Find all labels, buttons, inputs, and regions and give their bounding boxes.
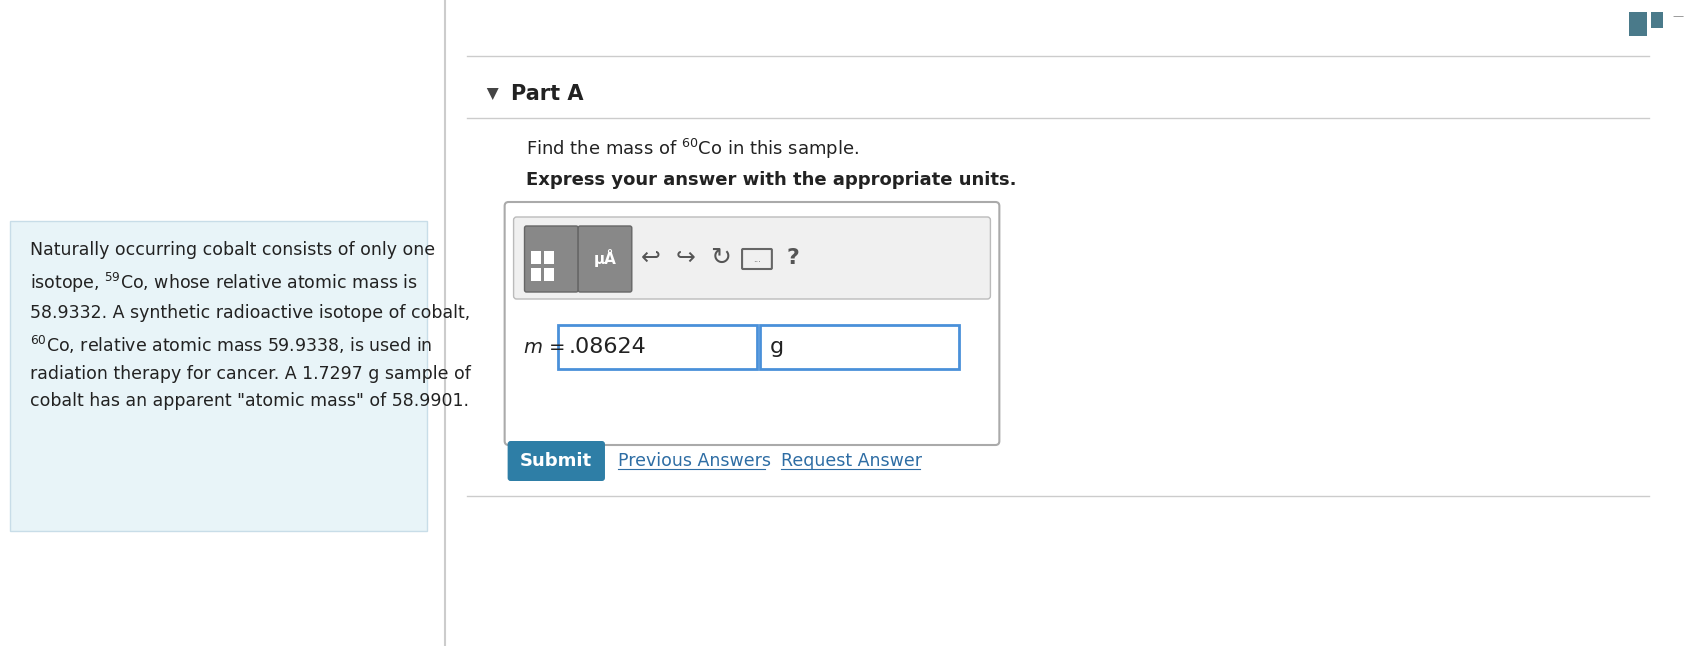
FancyBboxPatch shape bbox=[544, 251, 554, 264]
FancyBboxPatch shape bbox=[514, 217, 990, 299]
FancyBboxPatch shape bbox=[505, 202, 999, 445]
Polygon shape bbox=[487, 88, 498, 100]
FancyBboxPatch shape bbox=[532, 251, 541, 264]
Text: Previous Answers: Previous Answers bbox=[618, 452, 771, 470]
Text: ↻: ↻ bbox=[709, 246, 731, 270]
Text: Find the mass of $^{60}$Co in this sample.: Find the mass of $^{60}$Co in this sampl… bbox=[527, 137, 861, 161]
FancyBboxPatch shape bbox=[507, 441, 605, 481]
Text: —: — bbox=[1672, 11, 1684, 21]
Text: ?: ? bbox=[786, 248, 800, 268]
FancyBboxPatch shape bbox=[1628, 12, 1647, 36]
Text: Request Answer: Request Answer bbox=[781, 452, 921, 470]
Text: μÅ: μÅ bbox=[593, 249, 616, 267]
FancyBboxPatch shape bbox=[532, 268, 541, 281]
Text: g: g bbox=[770, 337, 785, 357]
FancyBboxPatch shape bbox=[10, 221, 428, 531]
Text: Submit: Submit bbox=[520, 452, 593, 470]
Text: .08624: .08624 bbox=[568, 337, 647, 357]
FancyBboxPatch shape bbox=[578, 226, 632, 292]
FancyBboxPatch shape bbox=[559, 325, 758, 369]
FancyBboxPatch shape bbox=[759, 325, 958, 369]
Text: $m$ =: $m$ = bbox=[522, 337, 564, 357]
FancyBboxPatch shape bbox=[524, 226, 578, 292]
Text: ↩: ↩ bbox=[642, 246, 660, 270]
Text: ↪: ↪ bbox=[675, 246, 695, 270]
FancyBboxPatch shape bbox=[544, 268, 554, 281]
Text: ...: ... bbox=[753, 255, 761, 264]
Text: Part A: Part A bbox=[510, 84, 583, 104]
Text: Express your answer with the appropriate units.: Express your answer with the appropriate… bbox=[527, 171, 1017, 189]
Text: Naturally occurring cobalt consists of only one
isotope, $^{59}$Co, whose relati: Naturally occurring cobalt consists of o… bbox=[30, 241, 470, 410]
FancyBboxPatch shape bbox=[1650, 12, 1662, 28]
